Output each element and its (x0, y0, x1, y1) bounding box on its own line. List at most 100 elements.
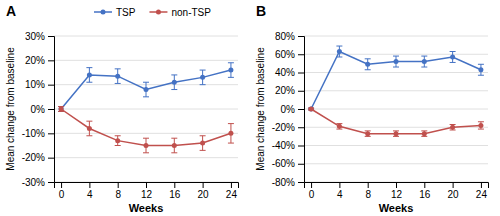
tick-label: -10% (22, 128, 45, 139)
axis-line (48, 37, 55, 183)
error-bar-cap (365, 69, 371, 70)
grid-line (54, 109, 238, 110)
axis-line (55, 183, 239, 189)
tick-mark (311, 182, 312, 188)
tick-label: 20 (448, 189, 460, 200)
chart-container: 0 4 8 12 16 20 24 -30% -20% -10% 0% 10% 20% 30% Weeks M… (0, 0, 500, 216)
point (228, 68, 233, 73)
error-bar-cap (115, 68, 121, 69)
point (478, 123, 483, 128)
tick: -80% (272, 177, 304, 188)
point (365, 131, 370, 136)
error-bar-cap (200, 135, 206, 136)
error-bar (365, 59, 371, 70)
tick: 80% (275, 31, 304, 42)
error-bar-cap (228, 143, 234, 144)
point (394, 59, 399, 64)
error-bar-cap (86, 82, 92, 83)
tick-label: 20% (275, 85, 295, 96)
tick-mark (89, 182, 90, 188)
error-bar (171, 75, 177, 90)
point (337, 124, 342, 129)
tick-mark (61, 182, 62, 188)
tick: 10% (25, 79, 54, 90)
error-bar (478, 122, 484, 129)
point (337, 49, 342, 54)
error-bar-cap (365, 58, 371, 59)
error-bar (200, 70, 206, 85)
tick: 0% (31, 104, 54, 115)
tick-label: 30% (25, 31, 45, 42)
tick-mark (48, 60, 54, 61)
error-bar (228, 124, 234, 143)
tick-mark (298, 164, 304, 165)
grid-line (54, 157, 238, 158)
tick-label: 12 (391, 189, 403, 200)
point (422, 59, 427, 64)
tick-label: 16 (169, 189, 181, 200)
error-bar (421, 131, 427, 136)
legend: TSPnon-TSP (94, 7, 211, 18)
point (59, 107, 64, 112)
error-bar (450, 52, 456, 63)
line (61, 109, 231, 146)
tick: 8 (365, 182, 371, 200)
y-axis: -30%-20%-10%0%10%20%30% (22, 31, 55, 188)
error-bar (200, 136, 206, 151)
point (309, 107, 314, 112)
grid (54, 36, 238, 182)
grid-line (304, 145, 488, 146)
legend-marker (156, 10, 161, 15)
tick-mark (298, 182, 304, 183)
tick-mark (48, 133, 54, 134)
tick-mark (48, 158, 54, 159)
tick: 12 (141, 182, 153, 200)
error-bar-cap (171, 89, 177, 90)
point (172, 143, 177, 148)
error-bar-cap (200, 150, 206, 151)
grid-line (54, 60, 238, 61)
panel: 04812162024-80%-60%-40%-20%0%20%40%60%80… (255, 3, 489, 214)
tick-mark (368, 182, 369, 188)
error-bar (365, 131, 371, 136)
error-bar (171, 138, 177, 153)
point (144, 143, 149, 148)
y-axis-title: Mean change from baseline (255, 47, 266, 171)
error-bar (393, 131, 399, 136)
tick: -20% (272, 122, 304, 133)
tick-mark (298, 109, 304, 110)
tick: -10% (22, 128, 54, 139)
error-bar-cap (450, 51, 456, 52)
error-bar-cap (421, 56, 427, 57)
tick: -60% (272, 158, 304, 169)
tick-label: 0 (309, 189, 315, 200)
legend-item: non-TSP (149, 7, 211, 18)
error-bar (478, 64, 484, 75)
line (61, 70, 231, 109)
tick: 0% (281, 104, 304, 115)
tick: 16 (169, 182, 181, 200)
legend-marker (101, 10, 106, 15)
tick: -30% (22, 177, 54, 188)
error-bar (228, 63, 234, 78)
tick-label: 4 (87, 189, 93, 200)
error-bar-cap (200, 70, 206, 71)
grid-line (304, 72, 488, 73)
point (309, 107, 314, 112)
tick: 24 (226, 182, 238, 200)
tick: 0 (309, 182, 315, 200)
point (450, 54, 455, 59)
error-bar-cap (143, 96, 149, 97)
error-bar (393, 56, 399, 67)
tick: 4 (337, 182, 343, 200)
point (115, 74, 120, 79)
error-bar (115, 136, 121, 146)
tick-mark (48, 109, 54, 110)
error-bar-cap (478, 75, 484, 76)
grid (304, 36, 488, 182)
x-axis-title: Weeks (379, 202, 414, 214)
error-bar-cap (393, 56, 399, 57)
y-axis-title: Mean change from baseline (5, 47, 16, 171)
point (365, 62, 370, 67)
tick: 20% (25, 55, 54, 66)
